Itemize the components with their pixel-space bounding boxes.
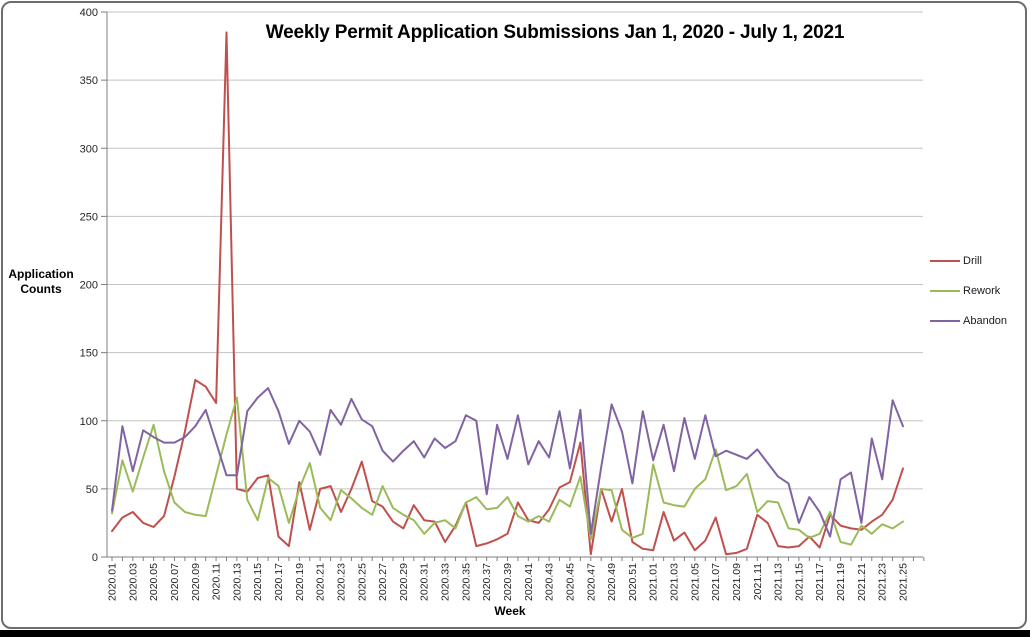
x-tick-label: 2021.23 (877, 563, 889, 601)
series-line-drill (111, 31, 904, 556)
x-tick-label: 2020.11 (211, 563, 223, 600)
x-tick-label: 2020.35 (460, 563, 472, 601)
x-tick-label: 2020.37 (481, 563, 493, 601)
y-axis-title: Application Counts (2, 267, 80, 297)
x-tick-label: 2020.41 (523, 563, 535, 601)
y-tick-label: 150 (80, 348, 98, 360)
x-tick-label: 2020.49 (606, 563, 618, 601)
x-tick-label: 2021.01 (648, 563, 660, 601)
legend-label-rework: Rework (963, 285, 1001, 297)
x-tick-label: 2021.11 (752, 563, 764, 600)
x-tick-label: 2020.29 (398, 563, 410, 601)
y-axis-title-line1: Application (8, 267, 74, 281)
series-line-rework (111, 396, 904, 546)
x-axis-title: Week (494, 604, 526, 618)
x-tick-label: 2020.21 (315, 563, 327, 601)
x-tick-label: 2021.25 (898, 563, 910, 601)
y-tick-label: 350 (80, 75, 98, 87)
x-tick-label: 2020.13 (231, 563, 243, 601)
x-tick-label: 2021.07 (710, 563, 722, 601)
legend-item-rework: Rework (930, 276, 1026, 306)
x-tick-label: 2020.19 (294, 563, 306, 601)
legend-item-drill: Drill (930, 246, 1026, 276)
x-tick-label: 2021.03 (669, 563, 681, 601)
x-tick-label: 2020.33 (440, 563, 452, 601)
series-line-abandon (111, 387, 904, 538)
legend-item-abandon: Abandon (930, 306, 1026, 336)
bottom-edge-bar (0, 630, 1030, 637)
x-tick-label: 2021.09 (731, 563, 743, 601)
y-tick-label: 0 (92, 552, 98, 564)
x-tick-label: 2020.17 (273, 563, 285, 601)
x-tick-label: 2020.03 (127, 563, 139, 601)
x-tick-label: 2021.05 (689, 563, 701, 601)
x-tick-label: 2020.51 (627, 563, 639, 601)
x-tick-label: 2020.07 (169, 563, 181, 601)
drill-line-swatch (930, 260, 960, 262)
x-tick-label: 2020.15 (252, 563, 264, 601)
x-tick-label: 2021.15 (793, 563, 805, 601)
y-tick-label: 200 (80, 280, 98, 292)
x-tick-label: 2021.17 (814, 563, 826, 601)
chart-legend: Drill Rework Abandon (930, 246, 1026, 336)
x-tick-label: 2021.19 (835, 563, 847, 601)
x-tick-label: 2020.45 (564, 563, 576, 601)
x-tick-label: 2020.27 (377, 563, 389, 601)
x-tick-label: 2021.13 (773, 563, 785, 601)
legend-label-abandon: Abandon (963, 315, 1008, 327)
x-tick-label: 2021.21 (856, 563, 868, 601)
x-tick-label: 2020.05 (148, 563, 160, 601)
x-tick-label: 2020.39 (502, 563, 514, 601)
y-tick-label: 50 (86, 484, 98, 496)
x-tick-label: 2020.31 (419, 563, 431, 601)
x-tick-label: 2020.25 (356, 563, 368, 601)
legend-label-drill: Drill (963, 255, 982, 267)
y-tick-label: 100 (80, 416, 98, 428)
x-tick-label: 2020.01 (107, 563, 119, 601)
abandon-line-swatch (930, 320, 960, 322)
y-tick-label: 250 (80, 211, 98, 223)
x-tick-label: 2020.23 (335, 563, 347, 601)
x-tick-label: 2020.09 (190, 563, 202, 601)
y-tick-label: 400 (80, 7, 98, 19)
y-axis-title-line2: Counts (20, 282, 62, 296)
x-tick-label: 2020.47 (585, 563, 597, 601)
chart-title: Weekly Permit Application Submissions Ja… (265, 22, 845, 43)
rework-line-swatch (930, 290, 960, 292)
y-tick-label: 300 (80, 143, 98, 155)
x-tick-label: 2020.43 (544, 563, 556, 601)
